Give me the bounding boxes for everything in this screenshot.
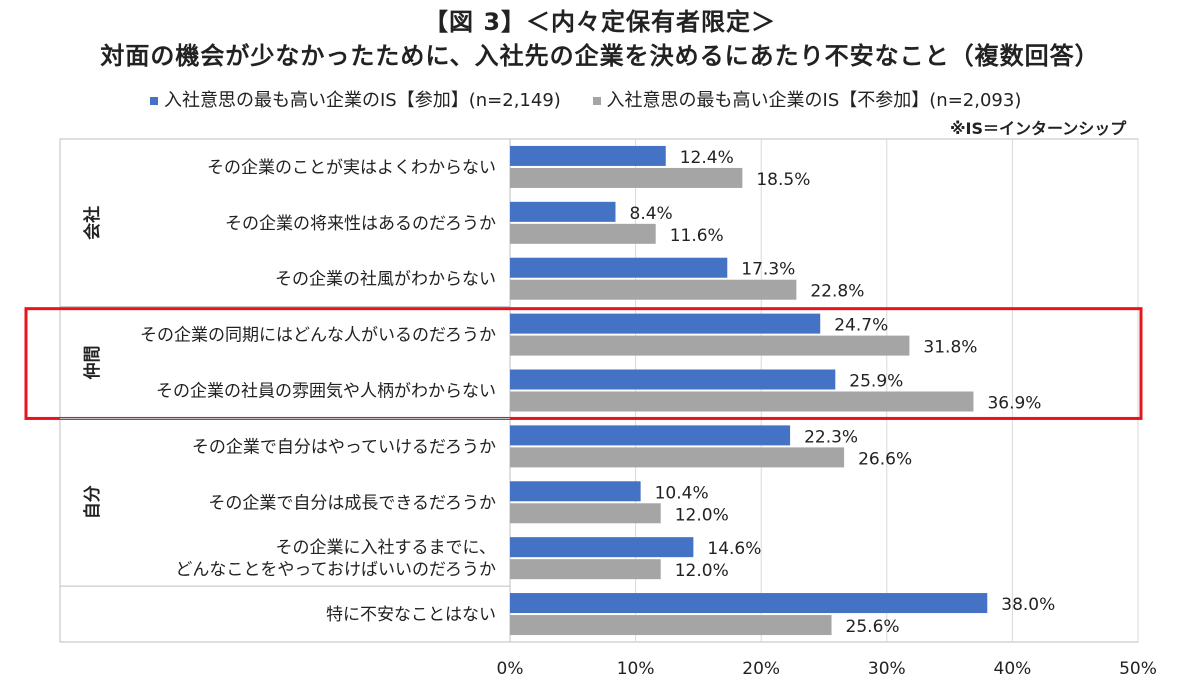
category-label: その企業のことが実はよくわからない — [207, 158, 496, 178]
bar-participated — [510, 313, 821, 334]
data-label-not-participated: 12.0% — [675, 561, 729, 581]
bar-not-participated — [510, 279, 797, 300]
x-tick-label: 50% — [1119, 659, 1157, 679]
chart-subtitle: 対面の機会が少なかったために、入社先の企業を決めるにあたり不安なこと（複数回答） — [100, 42, 1100, 70]
data-label-not-participated: 11.6% — [670, 226, 724, 246]
data-label-participated: 12.4% — [680, 148, 734, 168]
category-label: その企業の将来性はあるのだろうか — [225, 214, 496, 234]
x-tick-label: 40% — [994, 659, 1032, 679]
bar-participated — [510, 537, 694, 558]
highlight-box — [24, 307, 1143, 420]
data-label-not-participated: 22.8% — [810, 282, 864, 302]
data-label-participated: 22.3% — [804, 427, 858, 447]
legend-item-not-participated: 入社意思の最も高い企業のIS【不参加】(n=2,093) — [592, 86, 1022, 112]
chart-note: ※IS＝インターンシップ — [950, 119, 1127, 138]
bar-not-participated — [510, 391, 974, 412]
data-label-participated: 14.6% — [707, 539, 761, 559]
x-tick-label: 10% — [617, 659, 655, 679]
data-label-participated: 25.9% — [849, 372, 903, 392]
bar-not-participated — [510, 503, 661, 524]
data-label-participated: 38.0% — [1001, 595, 1055, 615]
bar-not-participated — [510, 167, 743, 188]
data-label-not-participated: 36.9% — [987, 394, 1041, 414]
bar-participated — [510, 201, 616, 222]
category-label: その企業の社員の雰囲気や人柄がわからない — [156, 382, 496, 402]
bar-not-participated — [510, 615, 832, 636]
bar-not-participated — [510, 335, 910, 356]
x-tick-label: 0% — [497, 659, 524, 679]
bar-participated — [510, 425, 791, 446]
data-label-not-participated: 18.5% — [756, 170, 810, 190]
category-label: その企業で自分はやっていけるだろうか — [192, 437, 496, 457]
group-label: 自分 — [82, 485, 103, 519]
x-tick-label: 20% — [742, 659, 780, 679]
data-label-not-participated: 12.0% — [675, 505, 729, 525]
legend-label-not-participated: 入社意思の最も高い企業のIS【不参加】(n=2,093) — [606, 90, 1022, 111]
data-label-participated: 17.3% — [741, 260, 795, 280]
group-label: 会社 — [82, 206, 103, 240]
bar-not-participated — [510, 447, 845, 468]
bar-participated — [510, 257, 728, 278]
legend-label-participated: 入社意思の最も高い企業のIS【参加】(n=2,149) — [164, 90, 561, 111]
legend: 入社意思の最も高い企業のIS【参加】(n=2,149) 入社意思の最も高い企業の… — [150, 86, 1047, 112]
bar-not-participated — [510, 223, 656, 244]
x-tick-label: 30% — [868, 659, 906, 679]
category-label: その企業に入社するまでに、 — [276, 538, 497, 558]
bar-participated — [510, 145, 666, 166]
data-label-not-participated: 25.6% — [846, 617, 900, 637]
category-label: その企業で自分は成長できるだろうか — [208, 493, 496, 513]
data-label-participated: 8.4% — [630, 204, 673, 224]
bar-participated — [510, 593, 988, 614]
data-label-participated: 10.4% — [655, 483, 709, 503]
group-label: 仲間 — [82, 346, 103, 380]
category-label: 特に不安なことはない — [326, 605, 496, 625]
legend-swatch-not-participated — [592, 97, 601, 105]
data-label-not-participated: 31.8% — [923, 338, 977, 358]
bar-not-participated — [510, 559, 661, 580]
data-label-not-participated: 26.6% — [858, 449, 912, 469]
category-label: どんなことをやっておけばいいのだろうか — [175, 560, 496, 580]
data-label-participated: 24.7% — [834, 316, 888, 336]
bar-participated — [510, 481, 641, 502]
chart-title: 【図 3】＜内々定保有者限定＞ — [423, 8, 777, 36]
legend-item-participated: 入社意思の最も高い企業のIS【参加】(n=2,149) — [150, 86, 561, 112]
category-label: その企業の同期にはどんな人がいるのだろうか — [140, 326, 496, 346]
legend-swatch-participated — [150, 97, 158, 105]
category-label: その企業の社風がわからない — [275, 270, 496, 290]
bar-participated — [510, 369, 836, 390]
